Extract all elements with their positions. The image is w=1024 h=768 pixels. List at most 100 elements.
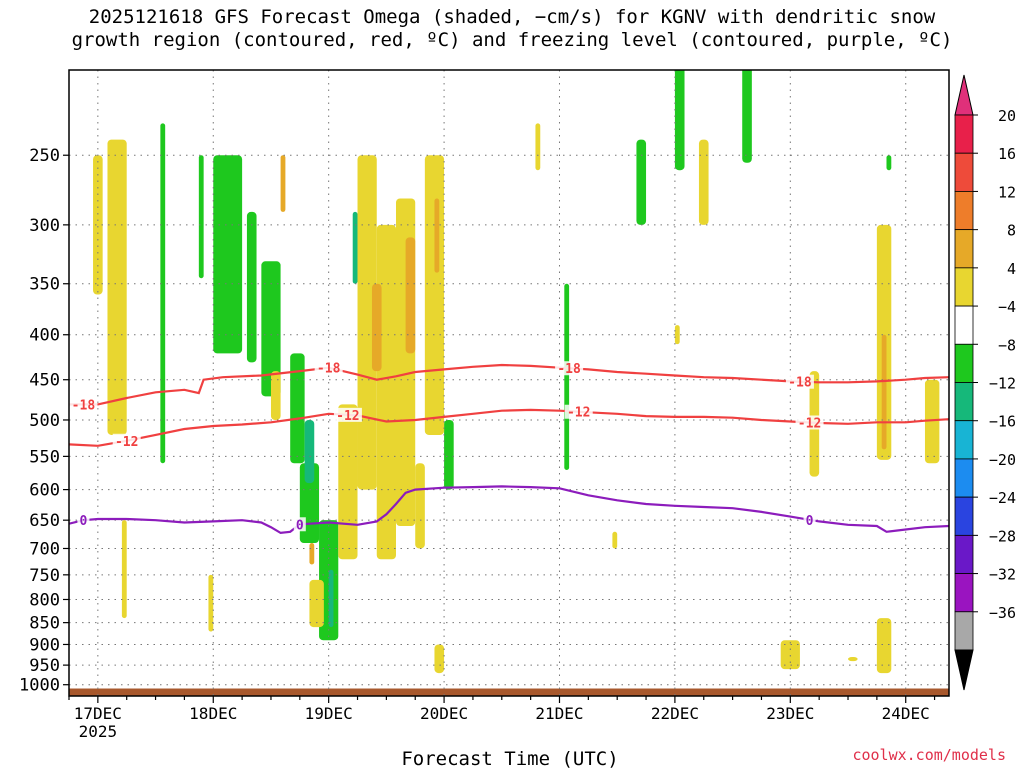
contour-label: -18 xyxy=(317,362,341,377)
colorbar-swatch xyxy=(954,229,974,269)
x-axis-label: Forecast Time (UTC) xyxy=(401,748,618,768)
green-region xyxy=(636,139,647,225)
colorbar-label: 20 xyxy=(998,107,1016,125)
green-region xyxy=(742,70,752,163)
colorbar-label: −36 xyxy=(989,604,1016,622)
colorbar-label: 4 xyxy=(1007,260,1016,278)
colorbar-label: −28 xyxy=(989,527,1016,545)
x-tick-label: 22DEC xyxy=(651,704,699,723)
y-tick-label: 1000 xyxy=(19,676,60,696)
yellow-region xyxy=(674,325,680,345)
contour-label-bg xyxy=(112,433,141,448)
colorbar-swatch xyxy=(954,305,974,345)
x-tick-label: 17DEC xyxy=(74,704,122,723)
contour-label: 0 xyxy=(806,514,814,529)
plot-frame xyxy=(68,69,950,697)
yellow-region xyxy=(535,123,541,171)
orange-region xyxy=(309,542,315,565)
colorbar-top-arrow xyxy=(954,74,974,116)
yellow-region xyxy=(93,155,103,295)
colorbar-swatch xyxy=(954,496,974,536)
orange-region xyxy=(881,334,887,450)
y-tick-label: 850 xyxy=(29,614,60,634)
yellow-region xyxy=(612,531,618,549)
colorbar-label: 8 xyxy=(1007,222,1016,240)
contour-label-bg xyxy=(333,407,362,422)
x-tick-label: 21DEC xyxy=(535,704,583,723)
colorbar-label: −24 xyxy=(989,489,1016,507)
y-tick-label: 300 xyxy=(29,216,60,236)
orange-region xyxy=(371,283,382,372)
y-tick-label: 750 xyxy=(29,566,60,586)
yellow-region xyxy=(121,520,127,619)
contour-labels: -18 -18 -18 -18 -12 -12 -12 -12 0 0 0 xyxy=(69,360,824,533)
teal-region xyxy=(304,419,315,484)
green-region xyxy=(261,261,281,397)
contour-label: -12 xyxy=(115,435,138,450)
green-region xyxy=(564,283,570,471)
omega-shaded-regions xyxy=(69,70,949,696)
contour-label-bg xyxy=(795,415,824,430)
contour-label-bg xyxy=(803,512,816,527)
yellow-region xyxy=(309,579,324,628)
contour-label-bg xyxy=(314,360,343,375)
contour-label: 0 xyxy=(296,518,304,533)
yellow-region xyxy=(338,404,358,560)
site-credit: coolwx.com/models xyxy=(852,746,1006,764)
contour-label: -12 xyxy=(336,409,359,424)
orange-region xyxy=(434,198,440,273)
x-tick-label: 24DEC xyxy=(882,704,930,723)
y-tick-label: 400 xyxy=(29,326,60,346)
green-region xyxy=(213,155,243,354)
contour-label: -12 xyxy=(567,406,590,421)
yellow-region xyxy=(376,224,396,560)
contour-label: 0 xyxy=(80,514,88,529)
colorbar-swatch xyxy=(954,343,974,383)
y-tick-label: 350 xyxy=(29,275,60,295)
colorbar-bottom-arrow xyxy=(954,649,974,691)
yellow-region xyxy=(876,618,892,674)
colorbar-label: −12 xyxy=(989,375,1016,393)
contour-label: -12 xyxy=(798,417,821,432)
yellow-region xyxy=(270,371,281,420)
colorbar-swatch xyxy=(954,267,974,307)
colorbar-label: −8 xyxy=(998,336,1016,354)
colorbar-swatch xyxy=(954,152,974,192)
title-line-2: growth region (contoured, red, ºC) and f… xyxy=(71,29,953,51)
green-region xyxy=(886,155,892,171)
surface-ground xyxy=(69,688,949,696)
green-region xyxy=(160,123,166,464)
y-tick-label: 950 xyxy=(29,656,60,676)
colorbar-swatch xyxy=(954,458,974,498)
colorbar-swatch xyxy=(954,534,974,574)
colorbar-swatch xyxy=(954,114,974,154)
y-tick-label: 450 xyxy=(29,371,60,391)
contour-label-bg xyxy=(77,513,90,528)
colorbar-swatch xyxy=(954,611,974,651)
contour-label: -18 xyxy=(72,398,96,413)
colorbar-label: −32 xyxy=(989,566,1016,584)
contour-label: -18 xyxy=(557,362,581,377)
teal-region xyxy=(328,569,334,628)
yellow-region xyxy=(208,574,214,632)
green-region xyxy=(444,419,454,490)
contour-line-0 xyxy=(69,485,949,535)
contour-label-bg xyxy=(785,374,814,389)
orange-region xyxy=(280,155,286,212)
colorbar-label: −20 xyxy=(989,451,1016,469)
yellow-region xyxy=(424,155,445,435)
x-tick-sublabel: 2025 xyxy=(79,722,118,741)
orange-region xyxy=(405,237,416,354)
teal-region xyxy=(352,211,358,284)
green-region xyxy=(674,70,685,171)
chart-title: 2025121618 GFS Forecast Omega (shaded, −… xyxy=(0,6,1024,52)
colorbar-swatch xyxy=(954,420,974,460)
x-tick-label: 18DEC xyxy=(189,704,237,723)
y-tick-label: 900 xyxy=(29,635,60,655)
yellow-region xyxy=(848,656,858,662)
contour-label-bg xyxy=(555,361,584,376)
yellow-region xyxy=(415,463,425,549)
contour-label-bg xyxy=(293,517,306,532)
colorbar-label: −4 xyxy=(998,298,1016,316)
